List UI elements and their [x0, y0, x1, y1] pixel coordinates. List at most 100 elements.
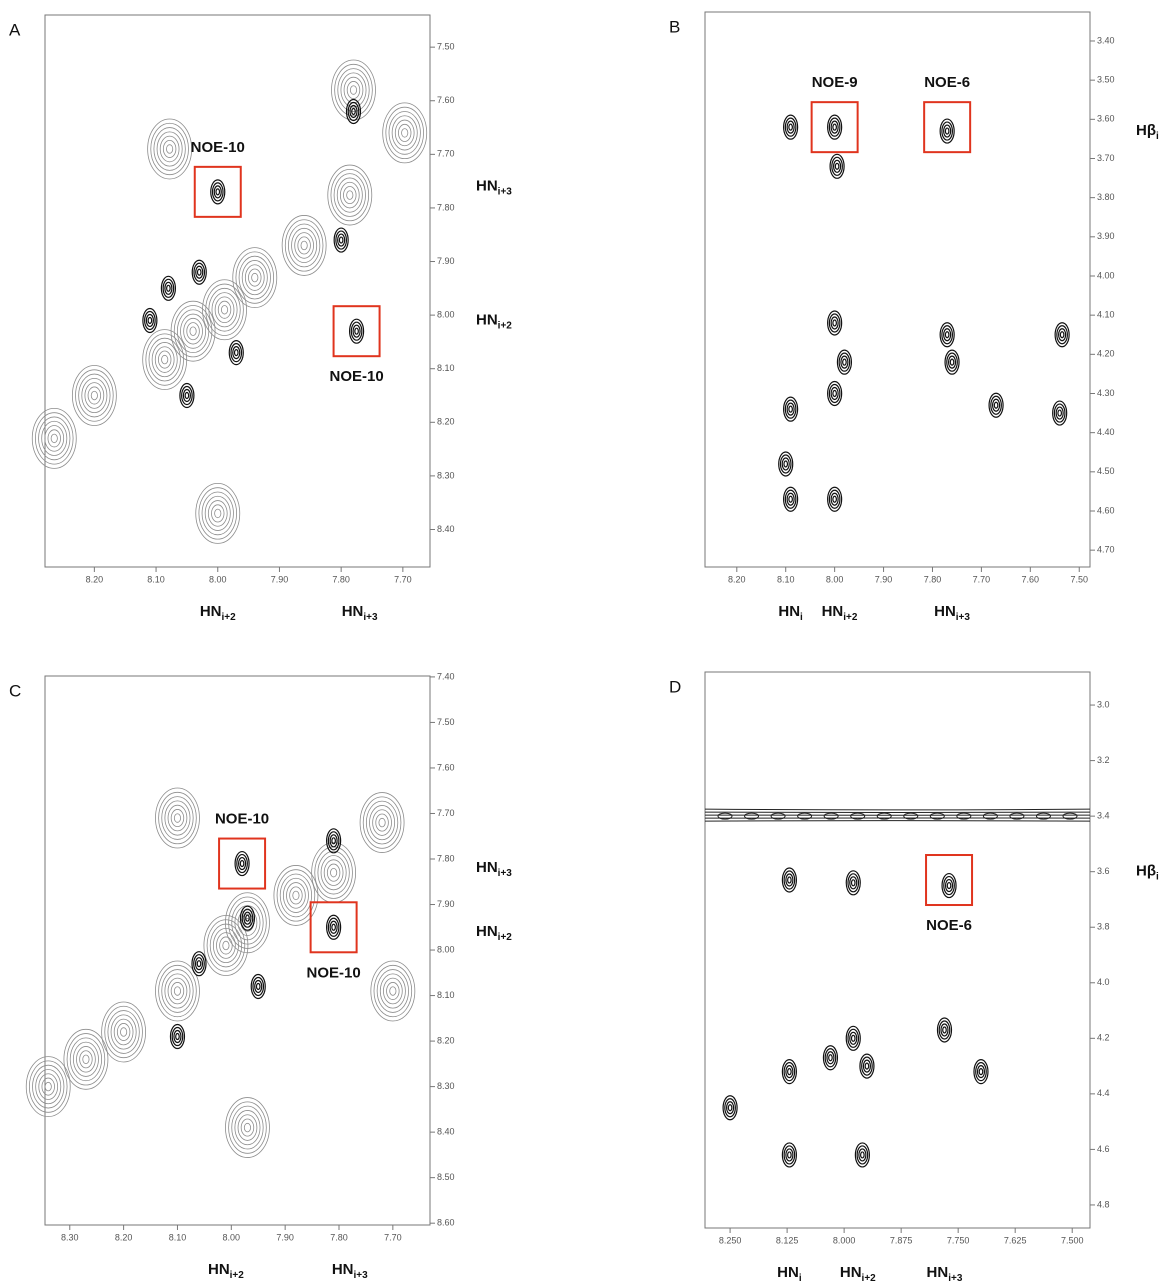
contour-ring [205, 496, 230, 530]
contour-ring [36, 1069, 61, 1103]
cross-peak [782, 868, 796, 892]
x-tick-label: 8.00 [826, 574, 844, 584]
noe-label: NOE-9 [812, 74, 858, 91]
contour-ring [241, 1119, 254, 1136]
x-tick-label: 7.90 [271, 574, 289, 584]
label-base: HN [476, 859, 498, 876]
contour-ring [166, 145, 172, 154]
contour-ring [248, 269, 261, 286]
x-axis-label: HNi+3 [927, 1264, 963, 1281]
contour-ring [392, 116, 417, 150]
label-sub: i+3 [498, 187, 513, 198]
x-tick-label: 8.10 [169, 1232, 187, 1242]
x-axis-label: HNi+3 [342, 603, 378, 623]
y-tick-label: 8.50 [437, 1172, 455, 1182]
contour-ring [197, 961, 201, 967]
contour-ring [154, 128, 185, 171]
x-tick-label: 8.20 [728, 574, 746, 584]
cross-peak [229, 341, 243, 365]
plot-frame [705, 12, 1090, 567]
contour-ring [945, 332, 949, 338]
diagonal-peak [26, 1057, 70, 1117]
y-tick-label: 7.50 [437, 42, 455, 52]
label-sub: i [799, 1273, 802, 1281]
panel-letter: D [669, 677, 681, 696]
x-tick-label: 7.750 [947, 1235, 970, 1245]
diagonal-peak [225, 1098, 269, 1158]
contour-ring [163, 140, 176, 157]
cross-peak [830, 154, 844, 178]
ridge [705, 809, 1090, 821]
cross-peak [327, 915, 341, 939]
contour-ring [841, 356, 848, 368]
contour-ring [327, 864, 340, 881]
contour-ring [76, 370, 114, 421]
contour-ring [1059, 329, 1066, 341]
diagonal-peak [143, 330, 187, 390]
x-tick-label: 7.875 [890, 1235, 913, 1245]
x-tick-label: 8.30 [61, 1232, 79, 1242]
label-sub: i+2 [843, 612, 858, 623]
y-tick-label: 7.60 [437, 95, 455, 105]
contour-ring [379, 818, 385, 827]
contour-ring [165, 974, 190, 1008]
y-tick-label: 8.20 [437, 1035, 455, 1045]
cross-peak [846, 871, 860, 895]
contour-ring [174, 814, 180, 823]
contour-ring [850, 877, 857, 889]
label-sub: i+2 [221, 612, 236, 623]
contour-ring [292, 228, 317, 262]
figure: A7.507.607.707.807.908.008.108.208.308.4… [0, 0, 1166, 1281]
contour-ring [165, 801, 190, 835]
contour-ring [863, 1060, 870, 1072]
y-tick-label: 3.60 [1097, 114, 1115, 124]
diagonal-peak [328, 165, 372, 225]
contour-ring [347, 191, 353, 200]
contour-ring [181, 314, 206, 348]
panel: A7.507.607.707.807.908.008.108.208.308.4… [9, 15, 512, 623]
cross-peak [170, 1025, 184, 1049]
contour-ring [239, 256, 270, 299]
cross-peak [143, 308, 157, 332]
contour-ring [861, 1152, 865, 1158]
panel-letter: A [9, 20, 21, 39]
cross-peak [855, 1143, 869, 1167]
contour-ring [993, 399, 1000, 411]
diagonal-peak [203, 280, 247, 340]
label-base: HN [200, 603, 222, 620]
contour-ring [350, 86, 356, 95]
contour-ring [727, 1102, 734, 1114]
contour-ring [80, 1051, 93, 1068]
cross-peak [940, 323, 954, 347]
y-tick-label: 4.70 [1097, 545, 1115, 555]
contour-ring [73, 1042, 98, 1076]
contour-ring [211, 505, 224, 522]
contour-ring [105, 1006, 143, 1057]
y-tick-label: 4.10 [1097, 310, 1115, 320]
contour-ring [256, 983, 260, 989]
y-tick-label: 8.20 [437, 417, 455, 427]
contour-ring [117, 1023, 130, 1040]
x-tick-label: 8.20 [115, 1232, 133, 1242]
label-sub: i+3 [948, 1273, 963, 1281]
cross-peak [828, 115, 842, 139]
contour-ring [852, 1035, 856, 1041]
x-tick-label: 8.125 [776, 1235, 799, 1245]
contour-ring [206, 284, 244, 335]
y-tick-label: 3.4 [1097, 811, 1110, 821]
noe-label: NOE-10 [191, 139, 245, 156]
noe-label: NOE-6 [924, 74, 970, 91]
diagonal-peak [155, 788, 199, 848]
y-tick-label: 3.0 [1097, 699, 1110, 709]
x-axis-label: HNi+3 [332, 1261, 368, 1281]
contour-ring [171, 809, 184, 826]
label-base: HN [476, 311, 498, 328]
plot-frame [45, 676, 430, 1225]
diagonal-peak [371, 961, 415, 1021]
contour-ring [331, 169, 369, 220]
label-base: HN [342, 603, 364, 620]
x-tick-label: 8.10 [777, 574, 795, 584]
cross-peak [784, 487, 798, 511]
cross-peak [723, 1096, 737, 1120]
contour-ring [199, 488, 237, 539]
